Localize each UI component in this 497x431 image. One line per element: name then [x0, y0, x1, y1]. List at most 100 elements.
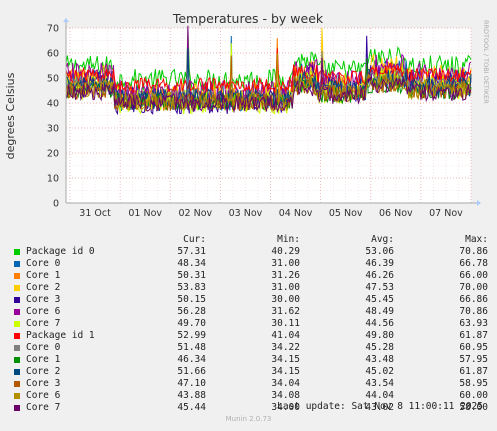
legend-series-name: Core 2: [26, 282, 61, 293]
legend-series-name: Core 7: [26, 318, 61, 329]
legend-min-value: 34.15: [271, 354, 300, 365]
grid-major: [66, 27, 472, 203]
legend-min-value: 30.00: [271, 294, 300, 305]
legend-min-value: 31.00: [271, 282, 300, 293]
legend-cur-value: 50.31: [177, 270, 206, 281]
y-tick-labels: 0 10 20 30 40 50 60 70: [47, 24, 59, 210]
legend-avg-value: 48.49: [365, 306, 394, 317]
legend-avg-value: 49.80: [365, 330, 394, 341]
legend-max-value: 66.00: [459, 270, 488, 281]
legend-swatch: [14, 261, 20, 267]
legend-min-value: 40.29: [271, 246, 300, 257]
legend-min-value: 41.04: [271, 330, 300, 341]
legend-max-value: 70.86: [459, 246, 488, 257]
y-tick-label: 50: [47, 74, 59, 85]
x-tick-label: 02 Nov: [178, 208, 212, 219]
y-tick-label: 30: [47, 124, 59, 135]
legend-row: Core 2 53.83 31.00 47.53 70.00: [12, 282, 488, 294]
legend: Cur: Min: Avg: Max: Package id 0 57.31 40.…: [12, 234, 488, 414]
y-tick-label: 40: [47, 99, 59, 110]
legend-header: Cur: Min: Avg: Max:: [12, 234, 488, 246]
y-tick-label: 20: [47, 149, 59, 160]
legend-cur-value: 56.28: [177, 306, 206, 317]
y-tick-label: 10: [47, 174, 59, 185]
legend-cur-value: 49.70: [177, 318, 206, 329]
legend-series-name: Core 6: [26, 390, 61, 401]
legend-swatch: [14, 393, 20, 399]
legend-series-name: Core 1: [26, 354, 61, 365]
legend-min-value: 31.26: [271, 270, 300, 281]
legend-max-header: Max:: [465, 234, 488, 245]
legend-max-value: 61.87: [459, 366, 488, 377]
axes: [63, 18, 481, 206]
legend-swatch: [14, 369, 20, 375]
legend-swatch: [14, 309, 20, 315]
legend-avg-value: 43.54: [365, 378, 394, 389]
legend-max-value: 61.87: [459, 330, 488, 341]
legend-max-value: 57.95: [459, 354, 488, 365]
temperature-chart: 0 10 20 30 40 50 60 70 31 Oct 01 Nov 02 Nov 03 Nov…: [4, 11, 490, 219]
series-lines: [65, 25, 472, 116]
legend-cur-value: 51.66: [177, 366, 206, 377]
legend-max-value: 63.93: [459, 318, 488, 329]
y-tick-label: 0: [53, 199, 59, 210]
legend-avg-value: 44.04: [365, 390, 394, 401]
legend-swatch: [14, 285, 20, 291]
x-tick-label: 01 Nov: [128, 208, 162, 219]
legend-cur-value: 47.10: [177, 378, 206, 389]
legend-avg-value: 43.02: [365, 402, 394, 413]
legend-max-value: 58.95: [459, 378, 488, 389]
legend-row: Package id 0 57.31 40.29 53.06 70.86: [12, 246, 488, 258]
x-tick-label: 03 Nov: [229, 208, 263, 219]
legend-swatch: [14, 321, 20, 327]
grid-minor: [66, 28, 471, 203]
legend-max-value: 70.00: [459, 282, 488, 293]
legend-row: Core 0 51.48 34.22 45.28 60.95: [12, 342, 488, 354]
legend-series-name: Core 1: [26, 270, 61, 281]
rrdtool-watermark: RRDTOOL / TOBI OETIKER: [482, 20, 490, 104]
legend-min-value: 34.08: [271, 390, 300, 401]
legend-max-value: 66.86: [459, 294, 488, 305]
legend-swatch: [14, 357, 20, 363]
legend-series-name: Core 0: [26, 258, 61, 269]
legend-row: Package id 1 52.99 41.04 49.80 61.87: [12, 330, 488, 342]
series-line: [65, 25, 472, 109]
legend-row: Core 3 47.10 34.04 43.54 58.95: [12, 378, 488, 390]
legend-min-header: Min:: [277, 234, 300, 245]
legend-row: Core 3 50.15 30.00 45.45 66.86: [12, 294, 488, 306]
series-line: [65, 48, 472, 94]
legend-row: Core 0 48.34 31.00 46.39 66.78: [12, 258, 488, 270]
legend-series-name: Core 7: [26, 402, 61, 413]
legend-min-value: 34.22: [271, 342, 300, 353]
legend-row: Core 7 45.44 34.00 43.02 58.00: [12, 402, 488, 414]
legend-cur-value: 48.34: [177, 258, 206, 269]
legend-min-value: 30.11: [271, 318, 300, 329]
series-line: [65, 57, 472, 114]
legend-swatch: [14, 249, 20, 255]
legend-series-name: Core 0: [26, 342, 61, 353]
legend-swatch: [14, 405, 20, 411]
legend-series-name: Core 3: [26, 294, 61, 305]
legend-cur-value: 51.48: [177, 342, 206, 353]
legend-min-value: 34.15: [271, 366, 300, 377]
legend-cur-value: 52.99: [177, 330, 206, 341]
legend-cur-value: 57.31: [177, 246, 206, 257]
legend-swatch: [14, 345, 20, 351]
legend-series-name: Core 6: [26, 306, 61, 317]
legend-row: Core 7 49.70 30.11 44.56 63.93: [12, 318, 488, 330]
last-update: Last update: Sat Nov 8 11:00:11 2025: [277, 401, 483, 412]
legend-swatch: [14, 273, 20, 279]
y-axis-arrow: [63, 18, 69, 22]
legend-cur-value: 43.88: [177, 390, 206, 401]
legend-max-value: 58.00: [459, 402, 488, 413]
legend-avg-value: 43.48: [365, 354, 394, 365]
munin-version: Munin 2.0.73: [225, 415, 272, 423]
y-axis-label: degrees Celsius: [4, 72, 17, 159]
legend-series-name: Package id 0: [26, 246, 95, 257]
legend-min-value: 34.00: [271, 402, 300, 413]
legend-avg-header: Avg:: [371, 234, 394, 245]
chart-title: Temperatures - by week: [172, 11, 324, 26]
y-tick-label: 60: [47, 49, 59, 60]
legend-avg-value: 45.28: [365, 342, 394, 353]
x-axis-arrow: [477, 200, 481, 206]
